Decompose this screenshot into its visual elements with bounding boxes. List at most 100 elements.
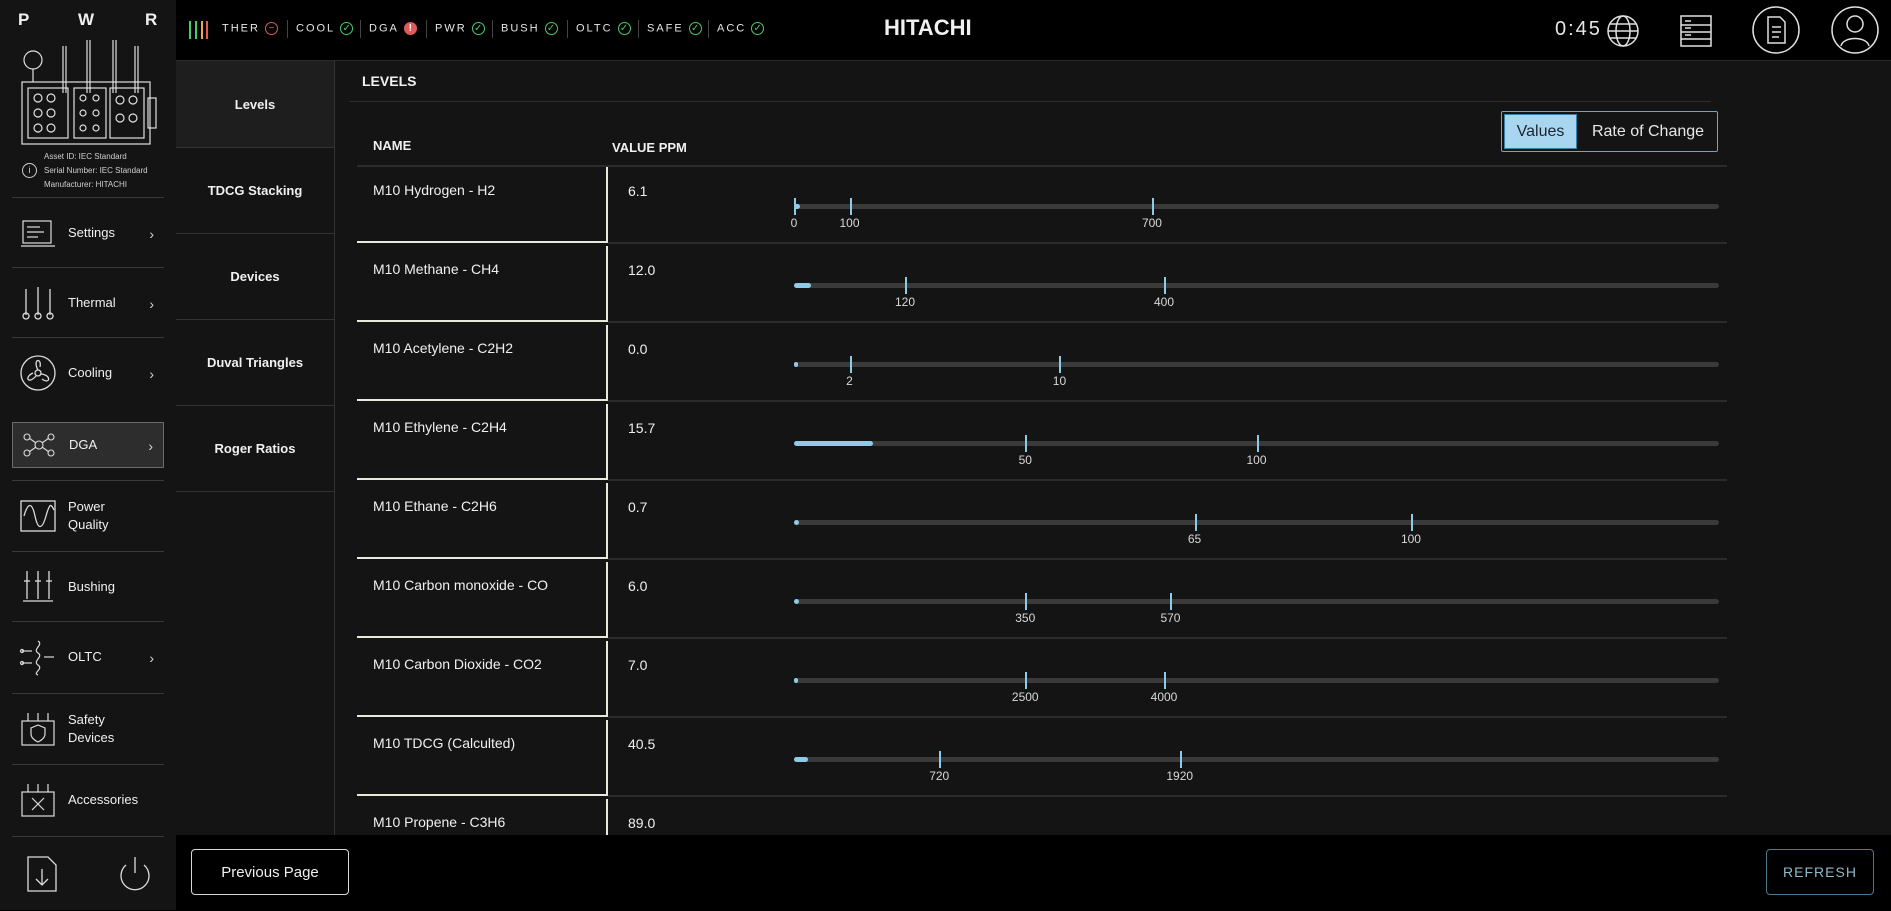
rate-of-change-toggle-button[interactable]: Rate of Change (1591, 122, 1705, 140)
row-divider (608, 400, 1727, 402)
divider (357, 165, 1727, 167)
table-row[interactable]: M10 Carbon Dioxide - CO2 7.0 2500 4000 (357, 641, 1727, 720)
settings-panel-icon (21, 219, 55, 247)
status-accessories[interactable]: ACC ✓ (717, 22, 765, 35)
gas-value-ppm: 6.0 (628, 578, 648, 594)
pwr-letter-w: W (78, 10, 95, 29)
table-row[interactable]: M10 Acetylene - C2H2 0.0 2 10 (357, 325, 1727, 404)
sidebar-item-label: Power Quality (68, 498, 109, 532)
divider (426, 20, 427, 38)
row-divider (608, 479, 1727, 481)
threshold-label: 2500 (1011, 690, 1039, 704)
sidebar-item-safety-devices[interactable]: Safety Devices (12, 693, 164, 763)
level-bar-track: 120 400 (794, 277, 1719, 309)
top-status-bar: THER − COOL ✓ DGA! PWR ✓ BUSH ✓ OLTC ✓ SAFE ✓ … (176, 0, 1891, 61)
status-cooling[interactable]: COOL ✓ (296, 22, 354, 35)
threshold-label: 100 (839, 216, 860, 230)
refresh-button[interactable]: REFRESH (1766, 849, 1874, 895)
server-rack-icon[interactable] (1679, 14, 1713, 48)
threshold-tick (1170, 593, 1173, 610)
table-row[interactable]: M10 Hydrogen - H2 6.1 0 100 700 (357, 167, 1727, 246)
power-icon[interactable] (116, 855, 154, 893)
table-row[interactable]: M10 Methane - CH4 12.0 120 400 (357, 246, 1727, 325)
status-dga[interactable]: DGA! (369, 22, 417, 35)
gas-value-ppm: 40.5 (628, 736, 656, 752)
table-row[interactable]: M10 Carbon monoxide - CO 6.0 350 570 (357, 562, 1727, 641)
row-divider (608, 795, 1727, 797)
gas-name: M10 Ethane - C2H6 (373, 498, 497, 514)
tab-tdcg-stacking[interactable]: TDCG Stacking (176, 147, 334, 234)
status-bushing[interactable]: BUSH ✓ (501, 22, 558, 35)
sidebar-item-thermal[interactable]: Thermal › (12, 267, 164, 337)
level-bar-fill (794, 599, 799, 604)
globe-icon[interactable] (1606, 14, 1640, 48)
column-header-value: VALUE PPM (612, 140, 687, 155)
table-row[interactable]: M10 TDCG (Calculted) 40.5 720 1920 (357, 720, 1727, 799)
document-icon[interactable] (1751, 5, 1801, 55)
fan-icon (20, 354, 56, 391)
table-row[interactable]: M10 Ethane - C2H6 0.7 65 100 (357, 483, 1727, 562)
check-icon: ✓ (544, 22, 558, 35)
gas-name: M10 Propene - C3H6 (373, 814, 506, 830)
user-profile-icon[interactable] (1830, 5, 1880, 55)
molecule-icon (23, 433, 55, 457)
threshold-tick (1194, 514, 1197, 531)
threshold-label: 65 (1187, 532, 1202, 546)
gas-value-ppm: 15.7 (628, 420, 656, 436)
tab-devices[interactable]: Devices (176, 233, 334, 320)
name-cell (357, 404, 608, 480)
table-row[interactable]: M10 Ethylene - C2H4 15.7 50 100 (357, 404, 1727, 483)
values-rate-toggle: Values Rate of Change (1501, 111, 1718, 152)
status-label: THER (222, 22, 260, 35)
sidebar-item-accessories[interactable]: Accessories (12, 764, 164, 834)
gas-value-ppm: 12.0 (628, 262, 656, 278)
tab-duval-triangles[interactable]: Duval Triangles (176, 319, 334, 406)
threshold-tick (1025, 672, 1028, 689)
sidebar-item-settings[interactable]: Settings › (12, 197, 164, 267)
row-divider (608, 558, 1727, 560)
status-label: COOL (296, 22, 336, 35)
threshold-label: 720 (929, 769, 950, 783)
previous-page-button[interactable]: Previous Page (191, 849, 349, 895)
sidebar-item-label: DGA (69, 437, 98, 452)
status-power[interactable]: PWR ✓ (435, 22, 485, 35)
sidebar-item-cooling[interactable]: Cooling › (12, 337, 164, 407)
save-export-icon[interactable] (24, 855, 58, 893)
values-toggle-button[interactable]: Values (1504, 114, 1577, 149)
brand-logo: HITACHI (884, 15, 972, 40)
gas-value-ppm: 89.0 (628, 815, 656, 831)
name-cell (357, 641, 608, 717)
threshold-tick (905, 277, 907, 294)
info-icon[interactable]: i (22, 163, 37, 178)
gas-value-ppm: 6.1 (628, 183, 648, 199)
sidebar-item-oltc[interactable]: OLTC › (12, 621, 164, 691)
sidebar-item-power-quality[interactable]: Power Quality (12, 480, 164, 550)
serial-number-text: Serial Number: IEC Standard (44, 166, 148, 175)
sidebar-item-label: OLTC (68, 648, 102, 664)
divider (360, 20, 361, 38)
levels-panel: LEVELS Values Rate of Change NAME VALUE … (335, 61, 1891, 876)
manufacturer-text: Manufacturer: HITACHI (44, 180, 127, 189)
threshold-label: 570 (1160, 611, 1181, 625)
level-bar-fill (794, 757, 808, 762)
sidebar-item-bushing[interactable]: Bushing (12, 551, 164, 621)
threshold-label: 4000 (1150, 690, 1178, 704)
status-label: SAFE (647, 22, 684, 35)
status-safety[interactable]: SAFE ✓ (647, 22, 702, 35)
check-icon: ✓ (617, 22, 631, 35)
row-divider (608, 321, 1727, 323)
tab-roger-ratios[interactable]: Roger Ratios (176, 405, 334, 492)
status-oltc[interactable]: OLTC ✓ (576, 22, 631, 35)
chevron-right-icon: › (149, 365, 154, 382)
divider (492, 20, 493, 38)
threshold-tick (1025, 435, 1028, 452)
status-thermal[interactable]: THER − (222, 22, 278, 35)
status-label: DGA (369, 22, 399, 35)
tab-levels[interactable]: Levels (176, 61, 334, 148)
threshold-tick (794, 198, 796, 215)
divider (567, 20, 568, 38)
gas-name: M10 Hydrogen - H2 (373, 182, 496, 198)
sidebar-item-dga[interactable]: DGA › (12, 422, 164, 468)
level-bar-track: 0 100 700 (791, 198, 1719, 230)
threshold-label: 400 (1153, 295, 1175, 309)
